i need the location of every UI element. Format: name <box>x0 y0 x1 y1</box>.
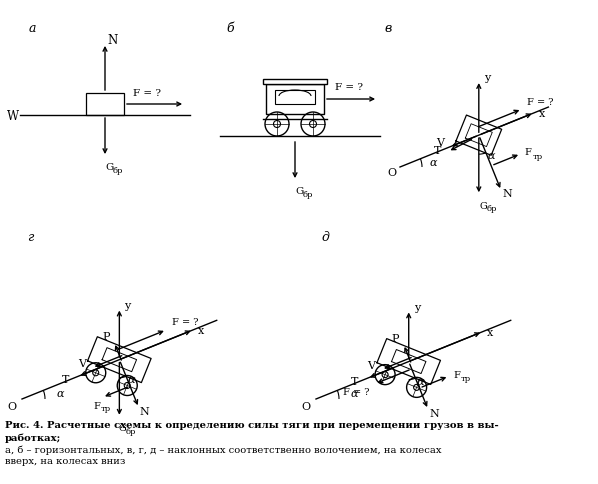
Text: N: N <box>108 34 118 47</box>
Text: F = ?: F = ? <box>133 88 161 97</box>
Text: а, б – горизонтальных, в, г, д – наклонных соответственно волочением, на колесах: а, б – горизонтальных, в, г, д – наклонн… <box>5 444 441 454</box>
Text: работках;: работках; <box>5 432 61 442</box>
Text: x: x <box>197 325 204 335</box>
Text: V: V <box>436 138 444 148</box>
Text: O: O <box>301 401 310 411</box>
Text: бр: бр <box>125 427 136 435</box>
Text: тр: тр <box>461 374 471 382</box>
Text: G: G <box>296 187 304 196</box>
Text: N: N <box>429 408 439 418</box>
Text: P: P <box>102 332 110 342</box>
Text: б: б <box>226 21 234 34</box>
Text: y: y <box>484 73 490 83</box>
Text: F = ?: F = ? <box>343 388 370 396</box>
Text: O: O <box>7 401 17 411</box>
Text: F: F <box>94 401 100 410</box>
Text: а: а <box>28 21 36 34</box>
Text: O: O <box>388 167 396 178</box>
Text: T: T <box>352 376 359 386</box>
Text: V: V <box>367 360 376 370</box>
Text: α: α <box>429 158 437 167</box>
Text: α: α <box>56 388 64 398</box>
Text: α: α <box>350 388 358 398</box>
Text: P: P <box>392 333 399 344</box>
Text: α: α <box>127 374 135 384</box>
Text: G: G <box>480 201 488 210</box>
Text: Рис. 4. Расчетные схемы к определению силы тяги при перемещении грузов в вы-: Рис. 4. Расчетные схемы к определению си… <box>5 421 499 430</box>
Text: x: x <box>539 108 545 119</box>
Text: F = ?: F = ? <box>335 82 363 91</box>
Text: x: x <box>487 327 493 337</box>
Text: F = ?: F = ? <box>172 318 198 327</box>
Text: α: α <box>487 151 495 161</box>
Text: α: α <box>417 376 425 386</box>
Text: W: W <box>7 109 19 122</box>
Text: y: y <box>414 302 420 312</box>
Bar <box>275 91 315 105</box>
Text: вверх, на колесах вниз: вверх, на колесах вниз <box>5 456 126 466</box>
Text: G: G <box>118 424 126 432</box>
Text: F = ?: F = ? <box>527 97 554 106</box>
Text: в: в <box>385 21 392 34</box>
Text: бр: бр <box>113 166 123 175</box>
Bar <box>266 85 324 115</box>
Text: тр: тр <box>100 405 110 412</box>
Text: г: г <box>27 231 33 244</box>
Bar <box>263 80 327 85</box>
Text: T: T <box>62 374 69 384</box>
Text: F: F <box>525 148 532 157</box>
Text: бр: бр <box>487 205 497 213</box>
Text: д: д <box>321 231 329 244</box>
Text: N: N <box>502 188 512 198</box>
Text: N: N <box>140 406 150 416</box>
Text: G: G <box>106 163 114 172</box>
Text: F: F <box>453 370 460 379</box>
Text: V: V <box>78 358 86 368</box>
Text: тр: тр <box>533 152 543 160</box>
Text: бр: бр <box>303 191 313 198</box>
Text: T: T <box>434 145 441 155</box>
Text: y: y <box>124 300 130 310</box>
Bar <box>86 94 124 116</box>
